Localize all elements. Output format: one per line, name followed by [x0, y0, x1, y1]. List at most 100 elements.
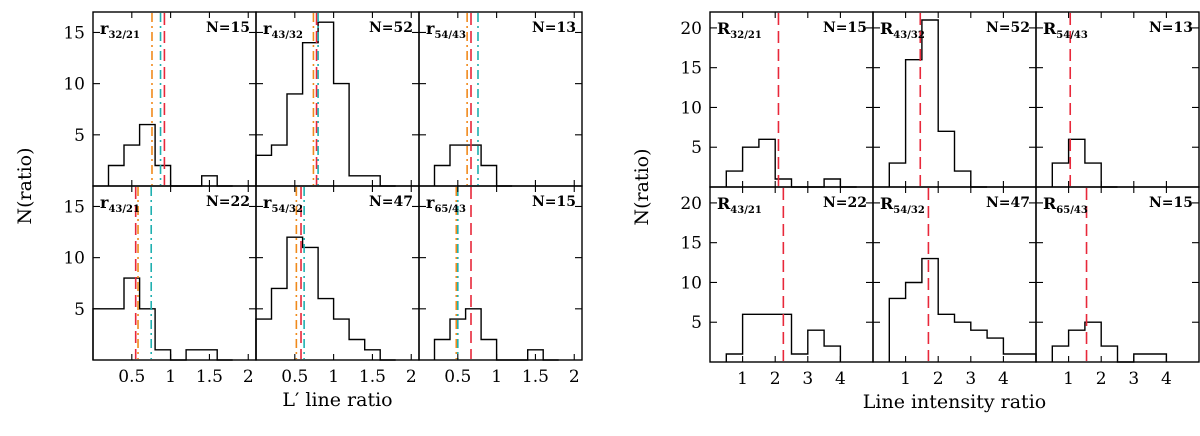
y-tick-label: 20 [680, 194, 702, 214]
y-tick-label: 15 [680, 234, 702, 254]
x-tick-label: 4 [1161, 369, 1172, 389]
histogram-bar [906, 282, 922, 362]
n-count-label: N=15 [206, 20, 250, 36]
histogram-bar [906, 60, 922, 187]
x-tick-label: 0.5 [118, 367, 145, 387]
histogram-bar [726, 171, 742, 187]
ratio-label: r43/21 [100, 193, 140, 215]
histogram-bar [318, 299, 334, 360]
histogram-bar [824, 346, 840, 362]
histogram-bar [109, 166, 125, 186]
x-tick-label: 3 [1128, 369, 1139, 389]
y-tick-label: 20 [680, 19, 702, 39]
histogram-bar [334, 319, 350, 360]
x-tick-label: 1.5 [359, 367, 386, 387]
n-count-label: N=15 [823, 20, 867, 36]
y-tick-label: 10 [63, 75, 85, 95]
histogram-bar [743, 314, 759, 362]
ratio-label: r54/32 [263, 193, 303, 215]
histogram-bar [435, 166, 451, 186]
x-tick-label: 2 [1096, 369, 1107, 389]
histogram-bar [1134, 354, 1150, 362]
panel-frame [1035, 186, 1200, 363]
histogram-bar [186, 350, 202, 360]
histogram-bar [481, 340, 497, 360]
histogram-bar [1052, 346, 1068, 362]
histogram-bar [759, 139, 775, 187]
histogram-bars [725, 313, 842, 362]
x-axis-title: Line intensity ratio [863, 391, 1046, 413]
histogram-bar [1020, 354, 1036, 362]
n-count-label: N=47 [369, 194, 413, 210]
histogram-bar [256, 319, 272, 360]
y-tick-label: 5 [691, 138, 702, 158]
histogram-bars [433, 308, 559, 361]
histogram-bar [889, 298, 905, 362]
histogram-bar [318, 22, 334, 186]
histogram-bar [808, 330, 824, 362]
histogram-bars [888, 257, 1037, 362]
histogram-bar [466, 309, 482, 360]
n-count-label: N=13 [1149, 20, 1193, 36]
ratio-label: r65/43 [426, 193, 466, 215]
histogram-bar [889, 163, 905, 187]
panel-R-43-21: R43/21 N=22 5 10 15 20 1 2 3 4 [680, 186, 874, 389]
histogram-bars [1051, 321, 1168, 363]
histogram-bars [725, 138, 857, 188]
histogram-bar [1003, 354, 1019, 362]
panel-r-65-43: r65/43 N=15 0.5 1 1.5 2 [418, 185, 583, 387]
x-tick-label: 2 [569, 367, 580, 387]
histogram-bars [433, 144, 513, 187]
histogram-bar [93, 309, 124, 360]
n-count-label: N=15 [1149, 195, 1193, 211]
panel-r-43-21: r43/21 N=22 5 10 15 0.5 1 1.5 2 [63, 185, 257, 387]
histogram-bars [92, 277, 233, 361]
histogram-bar [1069, 330, 1085, 362]
histogram-bar [971, 330, 987, 362]
x-tick-label: 2 [770, 369, 781, 389]
panel-frame [418, 185, 583, 361]
x-tick-label: 0.5 [281, 367, 308, 387]
x-tick-label: 2 [933, 369, 944, 389]
y-tick-label: 5 [74, 126, 85, 146]
histogram-bar [759, 314, 792, 362]
histogram-bar [922, 259, 938, 362]
ratio-label: R54/32 [880, 194, 925, 216]
histogram-bar [824, 179, 840, 187]
histogram-bar [272, 288, 288, 360]
y-tick-label: 5 [691, 313, 702, 333]
x-tick-label: 3 [965, 369, 976, 389]
x-tick-label: 1 [491, 367, 502, 387]
x-tick-label: 2 [243, 367, 254, 387]
y-tick-label: 10 [680, 98, 702, 118]
panel-R-32-21: R32/21 N=15 5 10 15 20 [680, 11, 874, 188]
n-count-label: N=22 [823, 195, 867, 211]
histogram-bar [743, 147, 759, 187]
y-tick-label: 15 [680, 59, 702, 79]
n-count-label: N=52 [369, 20, 413, 36]
x-tick-label: 2 [406, 367, 417, 387]
histogram-bar [1069, 139, 1085, 187]
histogram-bar [287, 94, 303, 186]
histogram-bar [481, 166, 497, 186]
histogram-bar [1085, 163, 1101, 187]
y-tick-label: 10 [63, 249, 85, 269]
panel-r-32-21: r32/21 N=15 5 10 15 [63, 11, 257, 187]
ratio-label: R43/21 [717, 194, 762, 216]
n-count-label: N=47 [986, 195, 1030, 211]
histogram-bar [349, 176, 365, 186]
panel-r-54-43: r54/43 N=13 [418, 11, 583, 187]
histogram-bar [922, 20, 938, 187]
histogram-bar [435, 340, 451, 360]
histogram-bar [155, 166, 171, 186]
histogram-bar [1085, 322, 1101, 362]
y-tick-label: 15 [63, 23, 85, 43]
x-tick-label: 0.5 [444, 367, 471, 387]
x-tick-label: 3 [802, 369, 813, 389]
histogram-bars [255, 21, 396, 187]
histogram-bar [256, 155, 272, 186]
histogram-bar [726, 354, 742, 362]
